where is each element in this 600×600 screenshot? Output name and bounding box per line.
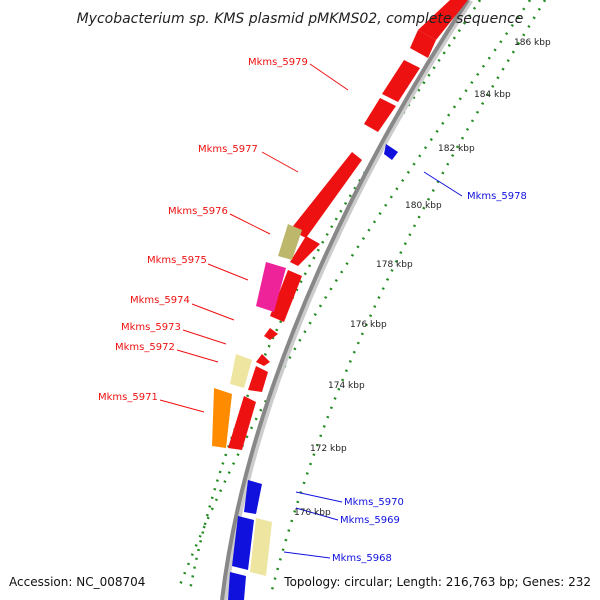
gene-block <box>232 516 254 570</box>
kbp-label: 172 kbp <box>310 444 347 454</box>
gene-label[interactable]: Mkms_5975 <box>147 255 207 266</box>
gene-block <box>382 60 420 102</box>
gene-block <box>290 152 362 238</box>
kbp-label: 178 kbp <box>376 260 413 270</box>
gene-block <box>418 0 468 40</box>
gene-block-magenta <box>256 262 286 312</box>
kbp-label: 174 kbp <box>328 381 365 391</box>
reverse-gene-labels: Mkms_5978 Mkms_5970 Mkms_5969 Mkms_5968 <box>332 191 527 564</box>
gene-block <box>364 98 396 132</box>
gene-label[interactable]: Mkms_5979 <box>248 57 308 68</box>
gene-block <box>410 30 436 58</box>
leader-line <box>283 551 331 559</box>
kbp-label: 176 kbp <box>350 320 387 330</box>
forward-gene-labels: Mkms_5979 Mkms_5977 Mkms_5976 Mkms_5975 … <box>98 57 308 403</box>
accession-label: Accession: NC_008704 <box>9 575 145 589</box>
forward-genes <box>228 0 468 450</box>
topology-summary: Topology: circular; Length: 216,763 bp; … <box>283 575 591 589</box>
leader-line <box>295 491 343 503</box>
leader-line <box>261 151 299 173</box>
gene-block <box>290 236 320 266</box>
gene-label[interactable]: Mkms_5971 <box>98 392 158 403</box>
map-title: Mycobacterium sp. KMS plasmid pMKMS02, c… <box>77 11 524 27</box>
leader-line <box>309 63 349 91</box>
gene-block <box>384 144 398 160</box>
gene-block-khaki <box>278 224 302 260</box>
kbp-label: 182 kbp <box>438 144 475 154</box>
gene-label[interactable]: Mkms_5969 <box>340 515 400 526</box>
kbp-scale: 186 kbp 184 kbp 182 kbp 180 kbp 178 kbp … <box>294 38 551 518</box>
leader-line <box>182 329 227 345</box>
leader-line <box>295 507 339 521</box>
gene-block-orange <box>212 388 232 448</box>
gene-label[interactable]: Mkms_5972 <box>115 342 175 353</box>
reverse-genes <box>228 144 398 600</box>
gene-block-pseudo <box>230 354 252 388</box>
leader-line <box>176 349 219 363</box>
backbone <box>220 0 470 600</box>
gene-block <box>228 572 246 600</box>
leader-line <box>423 171 463 197</box>
gene-block <box>264 328 278 340</box>
gene-block <box>228 396 256 450</box>
gene-label[interactable]: Mkms_5978 <box>467 191 527 202</box>
leader-line <box>207 263 249 281</box>
gene-block-pseudo <box>250 518 272 576</box>
kbp-label: 170 kbp <box>294 508 331 518</box>
gene-block <box>270 270 302 322</box>
kbp-label: 184 kbp <box>474 90 511 100</box>
leader-line <box>191 303 235 321</box>
reverse-leaders <box>283 171 463 559</box>
gene-label[interactable]: Mkms_5973 <box>121 322 181 333</box>
kbp-label: 186 kbp <box>514 38 551 48</box>
kbp-label: 180 kbp <box>405 201 442 211</box>
leader-line <box>159 399 205 413</box>
forward-leaders <box>159 63 349 413</box>
gene-label[interactable]: Mkms_5977 <box>198 144 258 155</box>
gene-block <box>256 354 270 366</box>
gene-block <box>248 366 268 392</box>
gene-block <box>244 480 262 514</box>
gene-label[interactable]: Mkms_5968 <box>332 553 392 564</box>
gene-label[interactable]: Mkms_5970 <box>344 497 404 508</box>
gene-label[interactable]: Mkms_5974 <box>130 295 190 306</box>
leader-line <box>229 213 271 235</box>
tick-ring <box>188 0 482 591</box>
gene-label[interactable]: Mkms_5976 <box>168 206 228 217</box>
